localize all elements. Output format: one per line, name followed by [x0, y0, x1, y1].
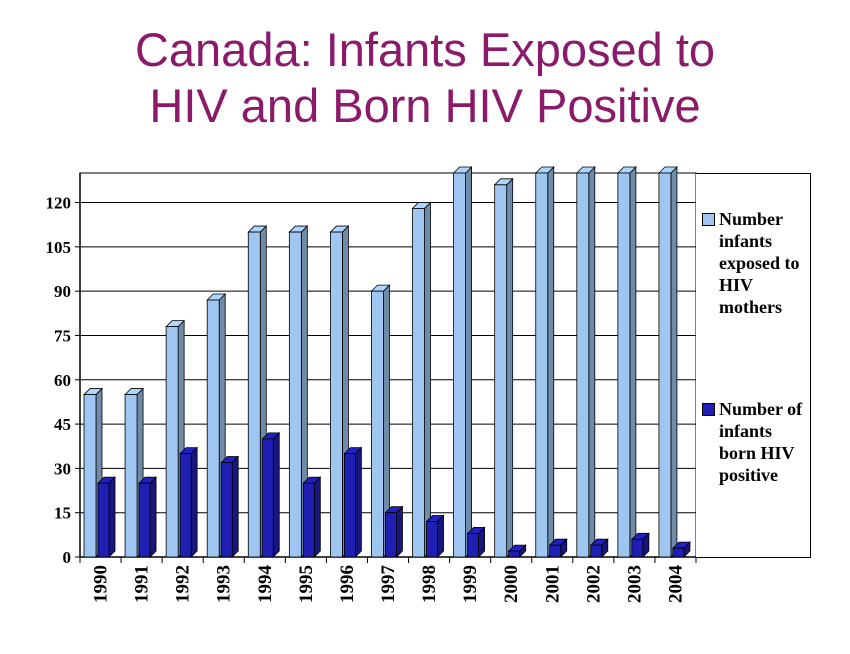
- y-tick-label: 120: [46, 194, 72, 213]
- x-tick-label-1993: 1993: [214, 565, 235, 603]
- y-tick-label: 90: [54, 282, 71, 301]
- legend-item-positive: Number of infants born HIV positive: [702, 398, 807, 486]
- bar-positive-1995: [302, 476, 322, 558]
- x-tick-label-2003: 2003: [624, 565, 645, 603]
- legend-label-positive: Number of infants born HIV positive: [719, 399, 803, 485]
- title-line-2: HIV and Born HIV Positive: [149, 79, 701, 132]
- bar-exposed-1997: [370, 284, 391, 558]
- bar-positive-1994: [261, 431, 281, 558]
- bar-positive-1992: [179, 446, 199, 558]
- bar-positive-1997: [384, 505, 404, 558]
- bar-positive-1990: [97, 476, 116, 558]
- x-tick-label-1995: 1995: [296, 565, 317, 603]
- legend-label-exposed: Number infants exposed to HIV mothers: [719, 209, 800, 317]
- x-tick-label-1996: 1996: [337, 565, 358, 603]
- legend-swatch-exposed: [702, 213, 715, 226]
- legend-item-exposed: Number infants exposed to HIV mothers: [702, 208, 807, 318]
- bar-positive-2002: [589, 538, 609, 558]
- bar-positive-1998: [425, 514, 445, 558]
- bar-exposed-1993: [206, 293, 227, 558]
- y-tick-label: 60: [54, 371, 71, 390]
- x-tick-label-1994: 1994: [255, 565, 276, 604]
- y-tick-label: 15: [54, 504, 71, 523]
- x-tick-label-1998: 1998: [419, 565, 440, 603]
- chart-legend: Number infants exposed to HIV mothers Nu…: [696, 173, 811, 558]
- x-tick-label-2001: 2001: [542, 565, 563, 603]
- x-tick-label-1997: 1997: [378, 565, 399, 604]
- y-tick-label: 30: [54, 459, 71, 478]
- bar-positive-1999: [466, 526, 486, 558]
- bar-positive-2003: [630, 532, 650, 558]
- title-line-1: Canada: Infants Exposed to: [134, 23, 716, 76]
- bar-positive-1993: [220, 455, 240, 558]
- bar-positive-1991: [138, 476, 158, 558]
- y-tick-label: 75: [54, 326, 71, 345]
- bar-exposed-1999: [452, 166, 473, 558]
- bar-positive-2004: [671, 541, 691, 558]
- x-tick-label-1991: 1991: [132, 565, 153, 603]
- bar-exposed-2002: [575, 166, 596, 558]
- bar-exposed-2000: [493, 177, 514, 558]
- bar-exposed-1998: [411, 201, 432, 558]
- bar-positive-2000: [507, 544, 527, 558]
- chart-title: Canada: Infants Exposed to HIV and Born …: [0, 22, 850, 134]
- x-tick-label-1990: 1990: [91, 565, 112, 603]
- bar-exposed-1994: [247, 225, 268, 558]
- x-tick-label-1992: 1992: [173, 565, 194, 603]
- bar-positive-2001: [548, 538, 568, 558]
- x-tick-label-2002: 2002: [583, 565, 604, 603]
- y-tick-label: 0: [63, 548, 72, 567]
- x-tick-label-1999: 1999: [460, 565, 481, 603]
- bar-exposed-2003: [616, 166, 637, 558]
- x-tick-label-2004: 2004: [665, 565, 686, 604]
- bar-exposed-1995: [288, 225, 309, 558]
- bar-exposed-2004: [657, 166, 678, 558]
- bar-positive-1996: [343, 446, 363, 558]
- y-tick-label: 45: [54, 415, 71, 434]
- x-tick-label-2000: 2000: [501, 565, 522, 603]
- legend-swatch-positive: [702, 403, 715, 416]
- bar-exposed-2001: [534, 166, 555, 558]
- y-tick-label: 105: [46, 238, 72, 257]
